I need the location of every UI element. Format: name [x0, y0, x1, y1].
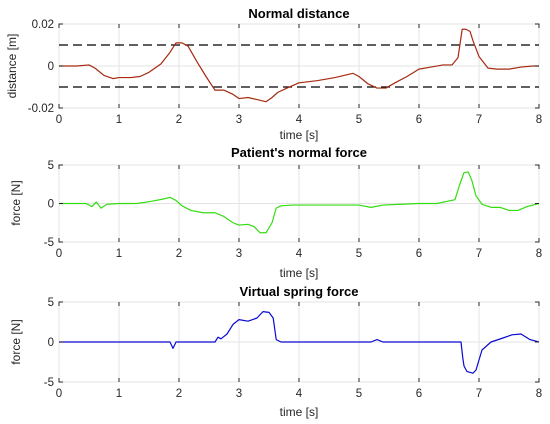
patient-normal-force-x-tick-label: 3 [236, 248, 242, 260]
normal-distance-x-tick-label: 3 [236, 114, 242, 126]
virtual-spring-force-title: Virtual spring force [240, 284, 359, 299]
patient-normal-force-x-tick-label: 8 [536, 248, 542, 260]
patient-normal-force-ticks: 0 1 2 3 4 5 6 7 8-505 [44, 160, 542, 260]
patient-normal-force-panel: 0 1 2 3 4 5 6 7 8-505 Patient's normal force tim… [9, 145, 542, 280]
virtual-spring-force-y-tick-label: 5 [48, 297, 54, 309]
normal-distance-reference-lines [59, 44, 539, 88]
patient-normal-force-x-tick-label: 1 [116, 248, 122, 260]
virtual-spring-force-x-tick-label: 8 [536, 388, 542, 400]
virtual-spring-force-series-line [59, 311, 540, 374]
virtual-spring-force-y-tick-label: -5 [44, 377, 54, 389]
normal-distance-y-tick-label: 0.02 [32, 19, 54, 31]
virtual-spring-force-x-tick-label: 1 [116, 388, 122, 400]
normal-distance-x-tick-label: 5 [356, 114, 362, 126]
patient-normal-force-x-tick-label: 0 [56, 248, 62, 260]
normal-distance-x-tick-label: 2 [176, 114, 182, 126]
normal-distance-x-tick-label: 8 [536, 114, 542, 126]
virtual-spring-force-x-tick-label: 2 [176, 388, 182, 400]
patient-normal-force-y-tick-label: 5 [48, 160, 54, 172]
patient-normal-force-x-tick-label: 5 [356, 248, 362, 260]
normal-distance-x-tick-label: 4 [296, 114, 303, 126]
patient-normal-force-y-tick-label: 0 [48, 199, 54, 211]
virtual-spring-force-x-tick-label: 6 [416, 388, 422, 400]
normal-distance-x-tick-label: 7 [476, 114, 482, 126]
patient-normal-force-xlabel: time [s] [280, 266, 319, 280]
virtual-spring-force-y-tick-label: 0 [48, 337, 54, 349]
patient-normal-force-series-line [59, 171, 540, 234]
normal-distance-ylabel: distance [m] [5, 34, 19, 99]
patient-normal-force-ylabel: force [N] [9, 180, 23, 225]
virtual-spring-force-x-tick-label: 5 [356, 388, 362, 400]
virtual-spring-force-x-tick-label: 3 [236, 388, 242, 400]
normal-distance-xlabel: time [s] [280, 128, 319, 142]
patient-normal-force-y-tick-label: -5 [44, 237, 54, 249]
normal-distance-x-tick-label: 1 [116, 114, 122, 126]
virtual-spring-force-xlabel: time [s] [280, 405, 319, 419]
virtual-spring-force-panel: 0 1 2 3 4 5 6 7 8-505 Virtual spring force time … [9, 284, 542, 419]
patient-normal-force-x-tick-label: 7 [476, 248, 482, 260]
patient-normal-force-title: Patient's normal force [231, 145, 367, 160]
patient-normal-force-x-tick-label: 6 [416, 248, 422, 260]
normal-distance-y-tick-label: -0.02 [28, 103, 54, 115]
patient-normal-force-series [59, 171, 540, 234]
patient-normal-force-x-tick-label: 2 [176, 248, 182, 260]
patient-normal-force-x-tick-label: 4 [296, 248, 303, 260]
virtual-spring-force-x-tick-label: 0 [56, 388, 62, 400]
virtual-spring-force-ticks: 0 1 2 3 4 5 6 7 8-505 [44, 297, 542, 400]
normal-distance-title: Normal distance [248, 6, 349, 21]
normal-distance-y-tick-label: 0 [48, 61, 54, 73]
virtual-spring-force-series [59, 311, 540, 374]
virtual-spring-force-x-tick-label: 7 [476, 388, 482, 400]
normal-distance-series-line [59, 28, 539, 103]
virtual-spring-force-ylabel: force [N] [9, 319, 23, 364]
normal-distance-x-tick-label: 6 [416, 114, 422, 126]
normal-distance-x-tick-label: 0 [56, 114, 62, 126]
virtual-spring-force-x-tick-label: 4 [296, 388, 303, 400]
normal-distance-series [59, 28, 539, 103]
